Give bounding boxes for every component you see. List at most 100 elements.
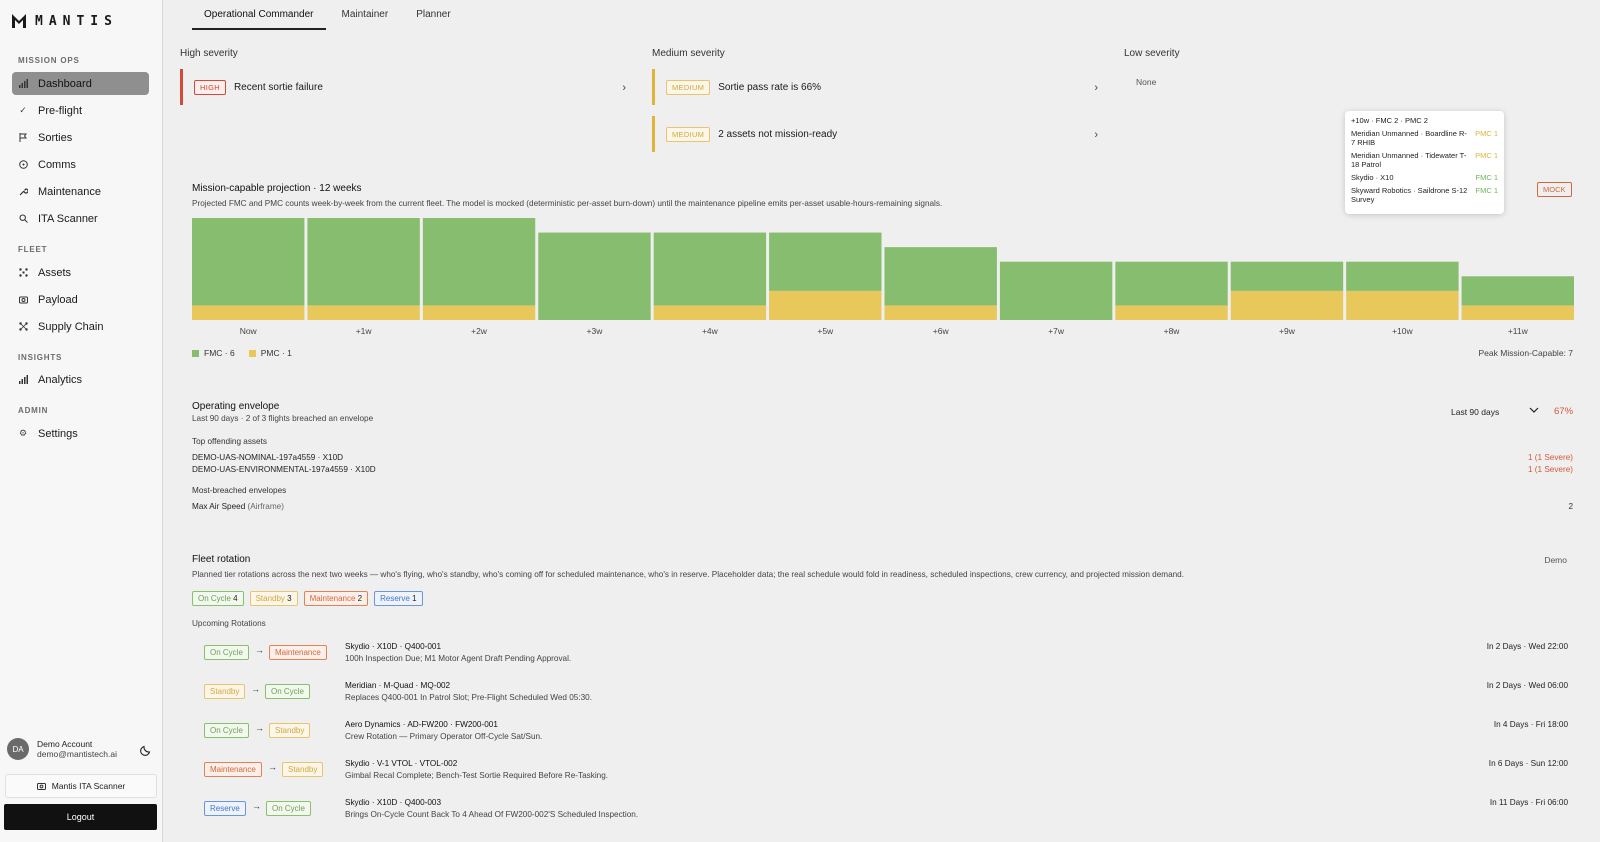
sidebar-item-analytics[interactable]: Analytics bbox=[12, 368, 149, 391]
moon-icon[interactable] bbox=[140, 744, 152, 756]
tab-planner[interactable]: Planner bbox=[416, 9, 451, 20]
tier-chip[interactable]: Standby 3 bbox=[249, 591, 298, 606]
bar-fmc[interactable] bbox=[1230, 261, 1344, 291]
x-tick-label: +1w bbox=[356, 326, 373, 336]
breach-percent: 67% bbox=[1554, 406, 1574, 417]
bar-pmc[interactable] bbox=[653, 305, 767, 320]
arrow-right-icon: → bbox=[255, 645, 264, 655]
bar-pmc[interactable] bbox=[769, 290, 882, 320]
brand-logo[interactable]: MANTIS bbox=[11, 13, 118, 29]
alert-text: 2 assets not mission-ready bbox=[718, 128, 838, 140]
sidebar-item-label: ITA Scanner bbox=[38, 212, 98, 225]
most-breached-label: Most-breached envelopes bbox=[192, 486, 287, 495]
sidebar-item-supply-chain[interactable]: Supply Chain bbox=[12, 315, 149, 338]
wrench-icon bbox=[18, 187, 28, 197]
sidebar-item-ita-scanner[interactable]: ITA Scanner bbox=[12, 207, 149, 230]
bar-pmc[interactable] bbox=[1230, 290, 1344, 320]
rotation-row[interactable]: On Cycle → Maintenance Skydio · X10D · Q400… bbox=[204, 642, 1572, 676]
ita-scanner-button[interactable]: Mantis ITA Scanner bbox=[5, 774, 157, 798]
bar-pmc[interactable] bbox=[192, 305, 305, 320]
breached-envelope: Max Air Speed (Airframe) bbox=[192, 502, 284, 511]
bar-fmc[interactable] bbox=[538, 232, 651, 320]
bar-pmc[interactable] bbox=[1461, 305, 1574, 320]
legend-fmc: FMC · 6 bbox=[192, 348, 235, 358]
medium-badge: MEDIUM bbox=[666, 79, 711, 95]
check-icon: ✓ bbox=[19, 105, 27, 115]
rotation-row[interactable]: Maintenance → Standby Skydio · V-1 VTOL · V… bbox=[204, 759, 1572, 793]
tab-operational-commander[interactable]: Operational Commander bbox=[192, 0, 326, 30]
projection-subtitle: Projected FMC and PMC counts week-by-wee… bbox=[192, 199, 943, 208]
sidebar-item-label: Analytics bbox=[38, 373, 83, 386]
bar-pmc[interactable] bbox=[1115, 305, 1228, 320]
brand-name: MANTIS bbox=[35, 13, 118, 29]
bar-pmc[interactable] bbox=[1346, 290, 1459, 320]
tier-chip[interactable]: Reserve 1 bbox=[374, 591, 423, 606]
high-severity-title: High severity bbox=[180, 48, 238, 59]
bar-fmc[interactable] bbox=[884, 247, 997, 306]
range-select-value: Last 90 days bbox=[1451, 407, 1500, 417]
sidebar-item-payload[interactable]: Payload bbox=[12, 288, 149, 311]
sidebar-item-pre-flight[interactable]: ✓ Pre-flight bbox=[12, 99, 149, 122]
rotation-time: In 6 Days · Sun 12:00 bbox=[1488, 759, 1568, 768]
medium-severity-title: Medium severity bbox=[652, 48, 725, 59]
sidebar-item-comms[interactable]: Comms bbox=[12, 153, 149, 176]
sidebar-item-label: Comms bbox=[38, 158, 76, 171]
sidebar-item-dashboard[interactable]: Dashboard bbox=[12, 72, 149, 95]
sidebar-item-assets[interactable]: Assets bbox=[12, 261, 149, 284]
alert-medium-assets-not-ready[interactable]: MEDIUM 2 assets not mission-ready › bbox=[652, 116, 1098, 152]
view-tabs: Operational Commander Maintainer Planner bbox=[192, 0, 467, 30]
tooltip-row: Meridian Unmanned · Boardline R-7 RHIB PM… bbox=[1351, 129, 1498, 147]
tooltip-title: +10w · FMC 2 · PMC 2 bbox=[1351, 116, 1428, 125]
rotation-time: In 2 Days · Wed 22:00 bbox=[1486, 642, 1568, 651]
rotation-row[interactable]: Standby → On Cycle Meridian · M-Quad · MQ-0… bbox=[204, 681, 1572, 715]
nav-section-header: INSIGHTS bbox=[18, 353, 63, 362]
rotation-time: In 11 Days · Fri 06:00 bbox=[1489, 798, 1568, 807]
tier-chip[interactable]: On Cycle 4 bbox=[192, 591, 244, 606]
rotation-subtitle: Planned tier rotations across the next t… bbox=[192, 570, 1185, 579]
breached-envelope-category: (Airframe) bbox=[247, 502, 284, 511]
sidebar-item-maintenance[interactable]: Maintenance bbox=[12, 180, 149, 203]
rotation-row[interactable]: Reserve → On Cycle Skydio · X10D · Q400-003… bbox=[204, 798, 1572, 832]
offending-asset-name[interactable]: DEMO-UAS-NOMINAL-197a4559 · X10D bbox=[192, 453, 344, 462]
rotation-asset: Meridian · M-Quad · MQ-002 bbox=[345, 681, 451, 690]
x-tick-label: +9w bbox=[1279, 326, 1296, 336]
logout-button[interactable]: Logout bbox=[4, 804, 157, 830]
tier-chip[interactable]: Maintenance 2 bbox=[303, 591, 369, 606]
bar-fmc[interactable] bbox=[307, 218, 420, 306]
arrow-right-icon: → bbox=[268, 762, 277, 772]
alert-medium-sortie-pass-rate[interactable]: MEDIUM Sortie pass rate is 66% › bbox=[652, 69, 1098, 105]
rotation-row[interactable]: On Cycle → Standby Aero Dynamics · AD-FW200… bbox=[204, 720, 1572, 754]
projection-chart[interactable]: Now +1w +2w +3w +4w +5w +6w +7w +8w +9w +10w +11w bbox=[192, 218, 1574, 340]
range-select[interactable]: Last 90 days bbox=[1451, 407, 1539, 417]
bar-fmc[interactable] bbox=[1115, 261, 1228, 306]
camera-icon bbox=[36, 783, 46, 790]
tooltip-asset: Meridian Unmanned · Boardline R-7 RHIB bbox=[1351, 129, 1467, 147]
high-badge: HIGH bbox=[194, 79, 226, 95]
from-status-chip: On Cycle bbox=[204, 723, 249, 738]
envelope-subtitle: Last 90 days · 2 of 3 flights breached a… bbox=[192, 414, 374, 423]
sidebar-item-settings[interactable]: ⚙ Settings bbox=[12, 422, 149, 445]
offending-asset-name[interactable]: DEMO-UAS-ENVIRONMENTAL-197a4559 · X10D bbox=[192, 465, 376, 474]
upcoming-rotations-label: Upcoming Rotations bbox=[192, 619, 266, 628]
alert-high-sortie-failure[interactable]: HIGH Recent sortie failure › bbox=[180, 69, 626, 105]
tab-maintainer[interactable]: Maintainer bbox=[341, 9, 389, 20]
bar-fmc[interactable] bbox=[1461, 276, 1574, 306]
bar-fmc[interactable] bbox=[999, 261, 1113, 320]
bar-fmc[interactable] bbox=[653, 232, 767, 306]
sidebar-item-sorties[interactable]: Sorties bbox=[12, 126, 149, 149]
bar-chart-icon bbox=[18, 79, 28, 89]
offending-asset-count: 1 (1 Severe) bbox=[1527, 465, 1573, 474]
account-summary[interactable]: DA Demo Account demo@mantistech.ai bbox=[7, 738, 117, 760]
chevron-right-icon: › bbox=[622, 82, 626, 94]
bar-pmc[interactable] bbox=[884, 305, 997, 320]
bar-fmc[interactable] bbox=[1346, 261, 1459, 291]
bar-pmc[interactable] bbox=[307, 305, 420, 320]
bar-fmc[interactable] bbox=[422, 218, 536, 306]
bar-fmc[interactable] bbox=[769, 232, 882, 291]
bar-pmc[interactable] bbox=[422, 305, 536, 320]
bar-fmc[interactable] bbox=[192, 218, 305, 306]
rotation-note: Brings On-Cycle Count Back To 4 Ahead Of… bbox=[345, 810, 639, 819]
top-assets-label: Top offending assets bbox=[192, 437, 267, 446]
sidebar-item-label: Maintenance bbox=[38, 185, 101, 198]
rotation-asset: Skydio · X10D · Q400-001 bbox=[345, 642, 442, 651]
